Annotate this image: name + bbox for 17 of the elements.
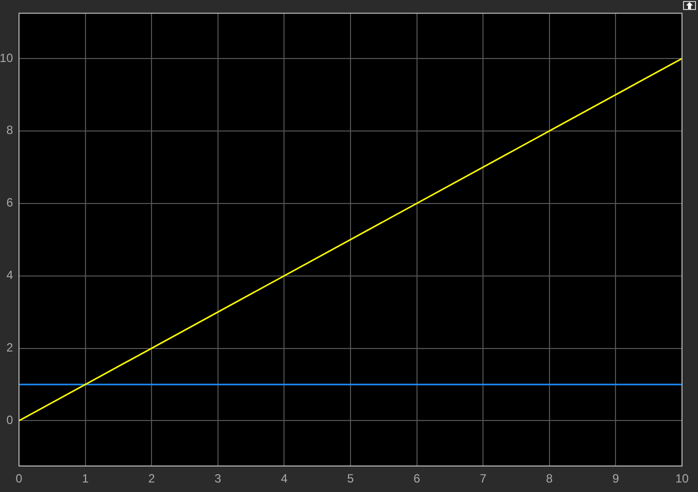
x-tick-label: 1 (82, 472, 89, 486)
x-tick-label: 7 (480, 472, 487, 486)
x-tick-label: 6 (413, 472, 420, 486)
x-tick-label: 8 (546, 472, 554, 486)
x-tick-label: 3 (214, 472, 222, 486)
x-tick-label: 4 (280, 472, 288, 486)
x-tick-label: 10 (675, 472, 689, 486)
x-tick-label: 5 (347, 472, 354, 486)
y-tick-label: 8 (6, 123, 14, 138)
y-tick-label: 6 (6, 196, 14, 210)
y-tick-label: 10 (0, 50, 14, 65)
x-tick-label: 0 (16, 472, 23, 486)
x-tick-label: 9 (612, 472, 620, 486)
y-tick-label: 4 (6, 268, 14, 282)
y-tick-label: 0 (6, 413, 14, 428)
y-tick-label: 2 (6, 340, 14, 355)
x-tick-label: 2 (148, 472, 156, 486)
